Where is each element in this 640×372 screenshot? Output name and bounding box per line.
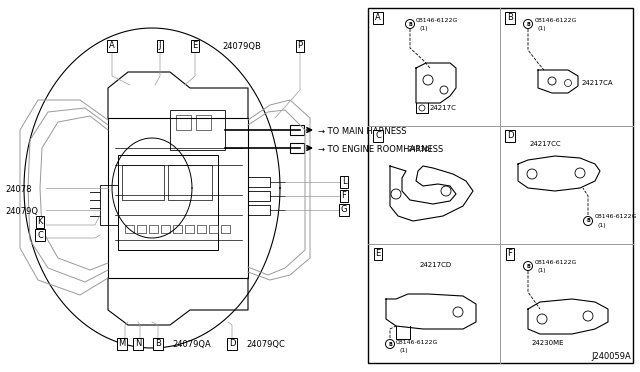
Text: G: G — [340, 205, 348, 215]
Text: → TO MAIN HARNESS: → TO MAIN HARNESS — [318, 127, 406, 136]
Text: B: B — [586, 218, 590, 224]
Bar — [168, 165, 212, 200]
Text: 24079QB: 24079QB — [222, 42, 261, 51]
Text: (1): (1) — [400, 348, 408, 353]
Bar — [196, 115, 211, 130]
Bar — [197, 225, 206, 233]
Text: L: L — [342, 177, 346, 186]
Text: E: E — [193, 42, 198, 51]
Text: 24136J: 24136J — [408, 146, 432, 152]
Bar — [125, 225, 134, 233]
Text: M: M — [118, 340, 125, 349]
Text: 08146-6122G: 08146-6122G — [535, 18, 577, 23]
Bar — [118, 155, 218, 250]
Text: 08146-6122G: 08146-6122G — [535, 260, 577, 265]
Circle shape — [524, 262, 532, 270]
Text: J: J — [159, 42, 161, 51]
Text: 24079QA: 24079QA — [172, 340, 211, 349]
Text: B: B — [526, 22, 530, 26]
Bar — [185, 225, 194, 233]
Circle shape — [524, 19, 532, 29]
Bar — [100, 185, 118, 225]
Circle shape — [564, 80, 572, 87]
Circle shape — [575, 168, 585, 178]
Circle shape — [537, 314, 547, 324]
Bar — [176, 115, 191, 130]
Bar — [248, 205, 270, 215]
Circle shape — [527, 169, 537, 179]
Text: B: B — [388, 341, 392, 346]
Text: C: C — [37, 231, 43, 240]
Text: 24078: 24078 — [5, 185, 31, 194]
Circle shape — [385, 340, 394, 349]
Bar — [221, 225, 230, 233]
Text: P: P — [298, 42, 303, 51]
Text: B: B — [155, 340, 161, 349]
Circle shape — [548, 77, 556, 85]
Bar — [248, 191, 270, 201]
Circle shape — [406, 19, 415, 29]
Text: 24217CC: 24217CC — [530, 141, 562, 147]
Bar — [368, 8, 633, 363]
Bar — [161, 225, 170, 233]
Text: K: K — [37, 218, 43, 227]
Bar — [248, 177, 270, 187]
Text: 24079QC: 24079QC — [246, 340, 285, 349]
Text: F: F — [342, 192, 346, 201]
Circle shape — [583, 311, 593, 321]
Text: C: C — [375, 131, 381, 141]
Bar — [122, 165, 164, 200]
Circle shape — [584, 217, 593, 225]
Text: J240059A: J240059A — [591, 352, 631, 361]
Text: A: A — [375, 13, 381, 22]
Text: (1): (1) — [538, 26, 547, 31]
Text: (1): (1) — [419, 26, 428, 31]
Circle shape — [453, 307, 463, 317]
Circle shape — [391, 189, 401, 199]
Circle shape — [441, 186, 451, 196]
Bar — [290, 125, 304, 135]
Text: (1): (1) — [598, 223, 607, 228]
Text: A: A — [109, 42, 115, 51]
Text: 24217CA: 24217CA — [582, 80, 614, 86]
Bar — [170, 110, 225, 150]
Text: D: D — [507, 131, 513, 141]
Text: (1): (1) — [538, 268, 547, 273]
Text: B: B — [526, 263, 530, 269]
Text: F: F — [508, 250, 513, 259]
Bar — [209, 225, 218, 233]
Text: 08146-6122G: 08146-6122G — [595, 214, 637, 219]
Circle shape — [423, 75, 433, 85]
Text: 08146-6122G: 08146-6122G — [416, 18, 458, 23]
Text: N: N — [135, 340, 141, 349]
Circle shape — [440, 86, 448, 94]
Text: E: E — [376, 250, 381, 259]
Text: B: B — [408, 22, 412, 26]
Text: 24217CD: 24217CD — [420, 262, 452, 268]
Text: 24230ME: 24230ME — [532, 340, 564, 346]
Text: D: D — [228, 340, 236, 349]
Text: → TO ENGINE ROOMHARNESS: → TO ENGINE ROOMHARNESS — [318, 145, 444, 154]
Text: 08146-6122G: 08146-6122G — [396, 340, 438, 345]
Bar — [290, 143, 304, 153]
Bar — [149, 225, 158, 233]
Text: 24217C: 24217C — [430, 105, 457, 111]
Bar — [137, 225, 146, 233]
Text: 24079Q: 24079Q — [5, 207, 38, 216]
Text: B: B — [507, 13, 513, 22]
Bar — [173, 225, 182, 233]
Circle shape — [419, 105, 425, 111]
